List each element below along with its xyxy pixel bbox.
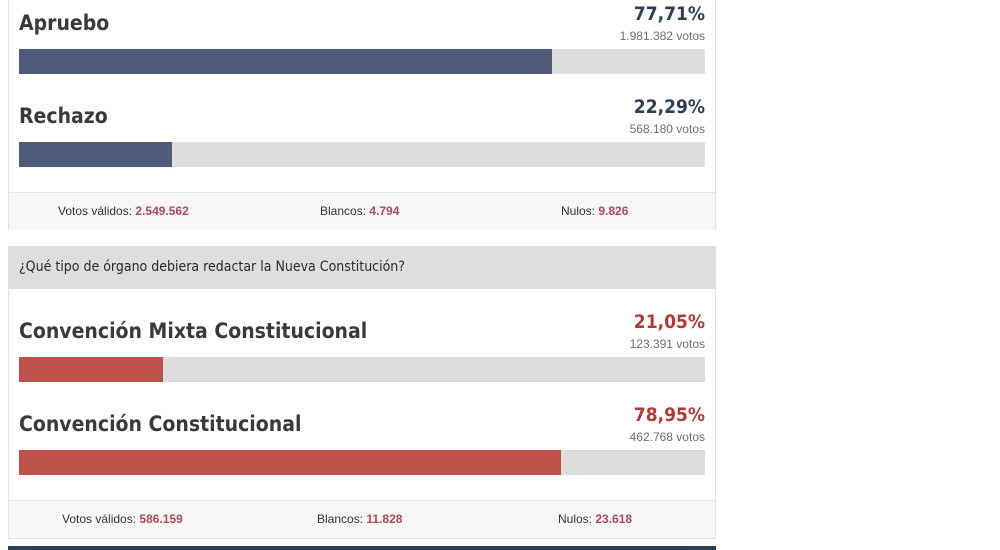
option-label: Convención Mixta Constitucional [19, 319, 368, 343]
option-percentage: 78,95% [633, 404, 705, 426]
stat-label: Votos válidos: [58, 204, 133, 218]
stat-label: Blancos: [317, 512, 364, 526]
vote-stats-bar: Votos válidos: 586.159 Blancos: 11.828 N… [9, 500, 715, 538]
option-percentage: 22,29% [633, 96, 705, 118]
bar-track [19, 450, 705, 475]
bar-track [19, 357, 705, 382]
valid-votes-stat: Votos válidos: 2.549.562 [58, 204, 189, 218]
bar-fill-apruebo [19, 49, 552, 74]
blank-votes-stat: Blancos: 4.794 [320, 204, 399, 218]
question-header: ¿Qué tipo de órgano debiera redactar la … [9, 246, 715, 289]
option-label: Convención Constitucional [19, 412, 302, 436]
bottom-divider [8, 546, 716, 550]
option-label: Apruebo [19, 11, 110, 35]
stat-value: 586.159 [139, 512, 183, 526]
option-votes: 462.768 votos [629, 430, 705, 444]
stat-label: Nulos: [561, 204, 596, 218]
stat-value: 4.794 [369, 204, 400, 218]
stat-value: 23.618 [595, 512, 633, 526]
valid-votes-stat: Votos válidos: 586.159 [62, 512, 183, 526]
option-votes: 123.391 votos [629, 337, 705, 351]
stat-value: 9.826 [598, 204, 629, 218]
blank-votes-stat: Blancos: 11.828 [317, 512, 402, 526]
stat-label: Blancos: [320, 204, 367, 218]
bar-fill-mixta [19, 357, 163, 382]
stat-value: 11.828 [366, 512, 403, 526]
option-label: Rechazo [19, 104, 108, 128]
stat-value: 2.549.562 [135, 204, 189, 218]
option-votes: 568.180 votos [629, 122, 705, 136]
stat-label: Nulos: [558, 512, 593, 526]
bar-fill-constitucional [19, 450, 561, 475]
convention-results-panel: ¿Qué tipo de órgano debiera redactar la … [8, 246, 716, 539]
bar-track [19, 49, 705, 74]
option-votes: 1.981.382 votos [619, 29, 705, 43]
option-percentage: 21,05% [633, 311, 705, 333]
bar-track [19, 142, 705, 167]
null-votes-stat: Nulos: 9.826 [561, 204, 628, 218]
stat-label: Votos válidos: [62, 512, 137, 526]
question-text: ¿Qué tipo de órgano debiera redactar la … [19, 259, 405, 275]
bar-fill-rechazo [19, 142, 172, 167]
option-percentage: 77,71% [633, 3, 705, 25]
plebiscite-results-panel: Apruebo 77,71% 1.981.382 votos Rechazo 2… [8, 0, 716, 230]
vote-stats-bar: Votos válidos: 2.549.562 Blancos: 4.794 … [9, 192, 715, 230]
null-votes-stat: Nulos: 23.618 [558, 512, 632, 526]
